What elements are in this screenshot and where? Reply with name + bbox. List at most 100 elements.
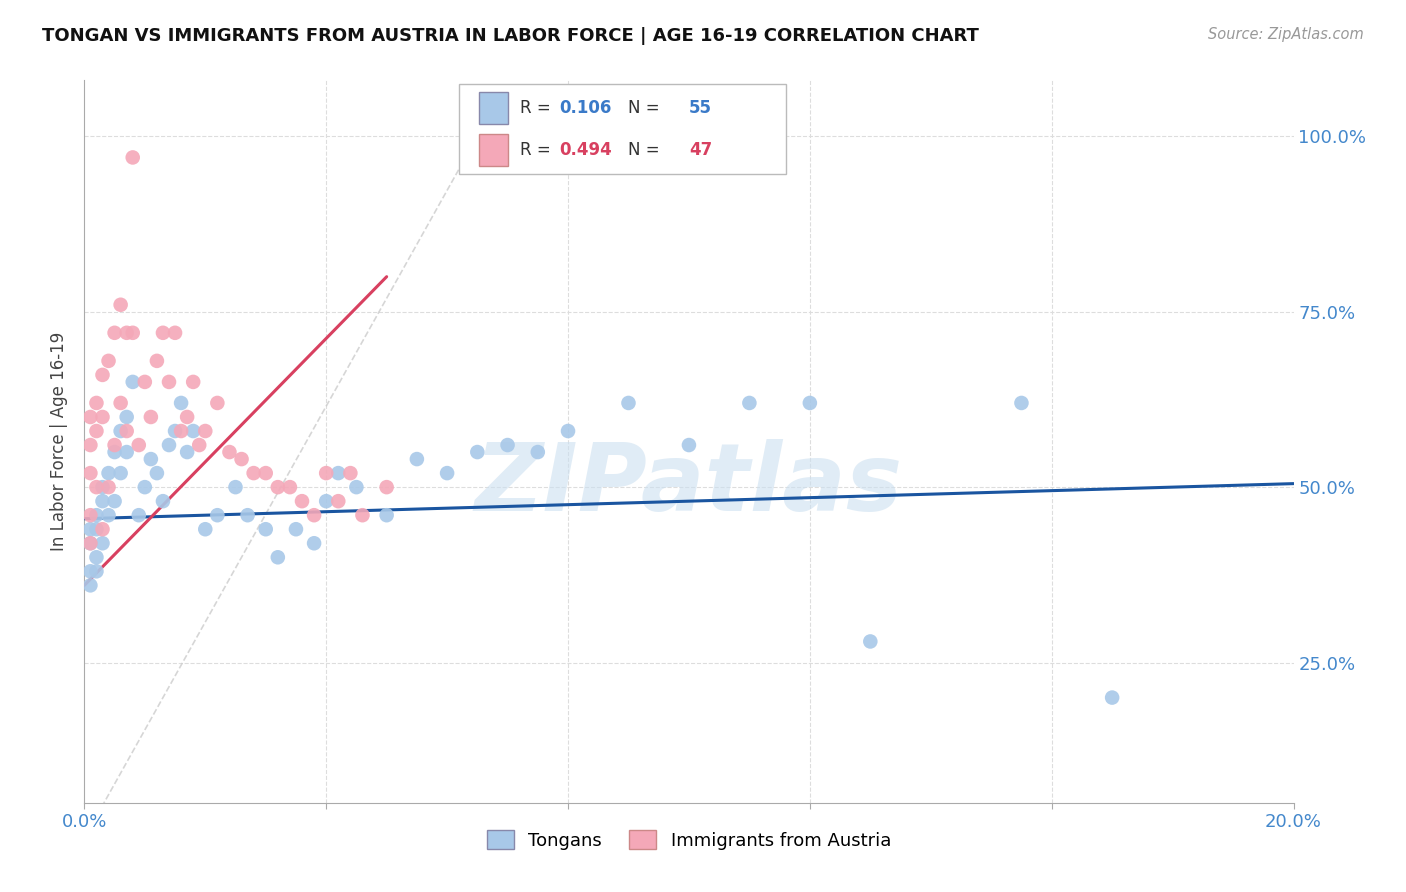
Point (91, 368, 114, 382)
Point (207, 396, 229, 410)
Text: TONGAN VS IMMIGRANTS FROM AUSTRIA IN LABOR FORCE | AGE 16-19 CORRELATION CHART: TONGAN VS IMMIGRANTS FROM AUSTRIA IN LAB… (42, 27, 979, 45)
Point (278, 480, 301, 494)
Point (110, 298, 132, 312)
FancyBboxPatch shape (460, 84, 786, 174)
Point (1101, 690, 1123, 705)
Point (91, 409, 114, 424)
Point (375, 508, 398, 523)
Point (467, 445, 489, 459)
Point (128, 438, 150, 452)
Point (86, 508, 108, 523)
Point (139, 409, 162, 424)
FancyBboxPatch shape (478, 134, 508, 166)
Legend: Tongans, Immigrants from Austria: Tongans, Immigrants from Austria (478, 822, 900, 859)
Point (194, 522, 217, 536)
Point (86, 480, 108, 494)
Point (176, 445, 198, 459)
Point (242, 466, 264, 480)
Point (225, 480, 247, 494)
Point (254, 522, 277, 536)
Point (170, 424, 193, 438)
Point (86, 424, 108, 438)
Point (134, 480, 156, 494)
Point (146, 354, 169, 368)
Text: 55: 55 (689, 99, 711, 117)
Point (97, 508, 120, 523)
Point (110, 424, 132, 438)
Point (406, 452, 429, 467)
Point (110, 466, 132, 480)
Text: ZIPatlas: ZIPatlas (475, 439, 903, 531)
Point (86, 550, 108, 565)
Point (97, 466, 120, 480)
Point (152, 326, 174, 340)
Point (139, 452, 162, 467)
Point (328, 466, 350, 480)
Point (1011, 396, 1033, 410)
Point (527, 445, 550, 459)
Point (104, 326, 127, 340)
Point (110, 396, 132, 410)
Point (181, 424, 204, 438)
Point (738, 396, 761, 410)
Point (115, 445, 138, 459)
Point (121, 375, 143, 389)
Point (267, 480, 290, 494)
Point (146, 466, 169, 480)
Point (496, 438, 519, 452)
Point (176, 409, 198, 424)
Point (799, 396, 821, 410)
Point (104, 494, 127, 508)
Point (121, 326, 143, 340)
Point (79, 564, 101, 578)
Point (79, 578, 101, 592)
Point (97, 480, 120, 494)
Point (267, 550, 290, 565)
Text: R =: R = (520, 99, 555, 117)
Text: 0.106: 0.106 (560, 99, 612, 117)
Point (315, 494, 337, 508)
Point (91, 494, 114, 508)
Point (157, 438, 180, 452)
Point (170, 396, 193, 410)
Point (86, 564, 108, 578)
Point (157, 375, 180, 389)
Point (115, 424, 138, 438)
Point (375, 480, 398, 494)
Text: 47: 47 (689, 141, 713, 159)
Point (352, 508, 374, 523)
Point (165, 326, 187, 340)
Point (218, 445, 240, 459)
Point (86, 522, 108, 536)
Point (194, 424, 217, 438)
Point (617, 396, 640, 410)
Point (115, 409, 138, 424)
Point (79, 536, 101, 550)
Point (128, 508, 150, 523)
Point (291, 494, 314, 508)
Point (231, 452, 253, 467)
Point (188, 438, 211, 452)
Point (121, 151, 143, 165)
Point (97, 354, 120, 368)
Point (207, 508, 229, 523)
Point (115, 326, 138, 340)
Point (346, 480, 368, 494)
Point (79, 409, 101, 424)
Point (436, 466, 458, 480)
Point (104, 445, 127, 459)
Point (165, 424, 187, 438)
Point (557, 424, 579, 438)
Point (79, 508, 101, 523)
Text: N =: N = (628, 99, 665, 117)
Text: N =: N = (628, 141, 665, 159)
Point (134, 375, 156, 389)
Point (181, 375, 204, 389)
Point (152, 494, 174, 508)
FancyBboxPatch shape (478, 93, 508, 124)
Point (859, 634, 882, 648)
Y-axis label: In Labor Force | Age 16-19: In Labor Force | Age 16-19 (51, 332, 69, 551)
Point (91, 480, 114, 494)
Point (86, 396, 108, 410)
Point (91, 522, 114, 536)
